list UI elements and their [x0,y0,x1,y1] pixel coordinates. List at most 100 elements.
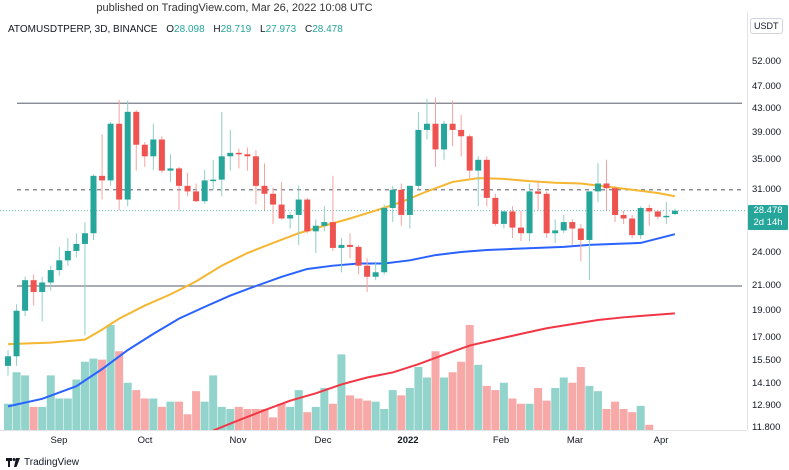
time-tick-sep: Sep [50,435,68,446]
volume-bar [106,325,115,430]
price-axis[interactable] [747,12,789,430]
candle-up [500,211,507,224]
candle-down [577,228,584,240]
candle-up [637,207,644,236]
candle-up [210,179,217,182]
candle-up [381,207,388,273]
volume-bar [175,401,183,430]
candle-down [466,136,473,171]
candle-down [569,222,576,229]
volume-bar [388,390,397,430]
candle-down [518,227,524,234]
candle-down [398,189,405,215]
candle-down [483,159,490,198]
candle-up [22,280,29,311]
volume-bar [200,401,209,430]
currency-unit-button[interactable]: USDT [750,18,783,34]
ohlc-close-label: C [304,24,313,35]
volume-bar [371,401,380,430]
bar-countdown: 2d 14h [753,217,783,228]
candle-up [150,139,157,157]
candle-up [671,210,678,215]
ohlc-low-value: 27.973 [265,24,297,35]
candle-up [312,225,319,232]
candle-up [64,250,71,261]
price-tick: 52.000 [752,56,782,67]
time-axis[interactable]: Sep Oct Nov Dec 2022 Feb Mar Apr [0,430,747,450]
volume-bar [636,405,645,430]
volume-bar [277,403,286,430]
volume-bar [251,409,260,430]
candle-down [603,183,610,189]
candle-down [30,280,37,292]
price-tick: 15.500 [752,355,782,367]
volume-bar [474,364,483,430]
price-tick: 19.000 [752,304,782,316]
candle-up [552,230,559,234]
ohlc-open-label: O [166,24,175,35]
volume-bar [80,361,89,430]
volume-bar [286,406,295,430]
candle-down [329,222,336,248]
volume-bar [166,401,175,430]
candle-down [261,185,268,194]
volume-bar [12,372,21,430]
price-tick: 14.100 [752,378,782,390]
last-price-value: 28.478 [753,205,783,216]
candle-up [47,270,54,283]
candle-down [432,123,439,150]
volume-bar [576,367,585,430]
candle-down [458,129,465,137]
candle-up [73,243,80,251]
volume-bar [217,406,226,430]
time-tick-oct: Oct [137,435,153,446]
ohlc-close-value: 28.478 [312,24,343,35]
candle-down [99,175,106,181]
price-chart-plot[interactable] [0,0,747,430]
candle-up [372,272,379,277]
candle-down [184,185,191,192]
time-tick-dec: Dec [314,435,332,446]
price-tick: 47.000 [752,80,782,92]
candle-down [347,244,353,247]
volume-bar [628,412,637,430]
volume-bar [448,372,457,430]
candle-down [449,123,456,130]
candle-down [612,188,619,215]
volume-bar [602,409,611,430]
candle-down [620,214,627,219]
volume-bar [585,385,594,430]
candle-up [167,168,174,171]
candle-up [287,214,294,219]
candle-down [176,168,182,186]
candle-down [304,199,311,232]
candle-up [560,222,567,231]
candle-down [278,204,285,219]
candle-up [90,175,97,234]
volume-bar [508,398,517,430]
candle-down [158,139,165,171]
candle-down [364,265,371,277]
volume-bar [422,377,431,430]
volume-bar [593,391,602,430]
volume-bar [38,406,47,430]
candle-down [235,152,242,155]
candle-down [535,191,542,194]
candle-down [492,197,499,224]
volume-bar [551,388,560,430]
candle-down [543,193,550,234]
symbol-title: ATOMUSDTPERP, 3D, BINANCE [8,24,158,35]
volume-bar [405,388,414,430]
time-tick-apr: Apr [653,435,669,446]
candle-down [116,123,123,200]
volume-bar [303,412,312,430]
candle-down [133,111,140,145]
candle-up [81,233,88,244]
last-price-tag: 28.478 2d 14h [748,205,788,230]
ohlc-high-value: 28.719 [220,24,252,35]
candle-down [355,246,362,266]
volume-bar [414,367,423,430]
candle-up [124,111,131,200]
price-tick: 35.000 [752,153,782,165]
volume-bar [115,351,124,430]
